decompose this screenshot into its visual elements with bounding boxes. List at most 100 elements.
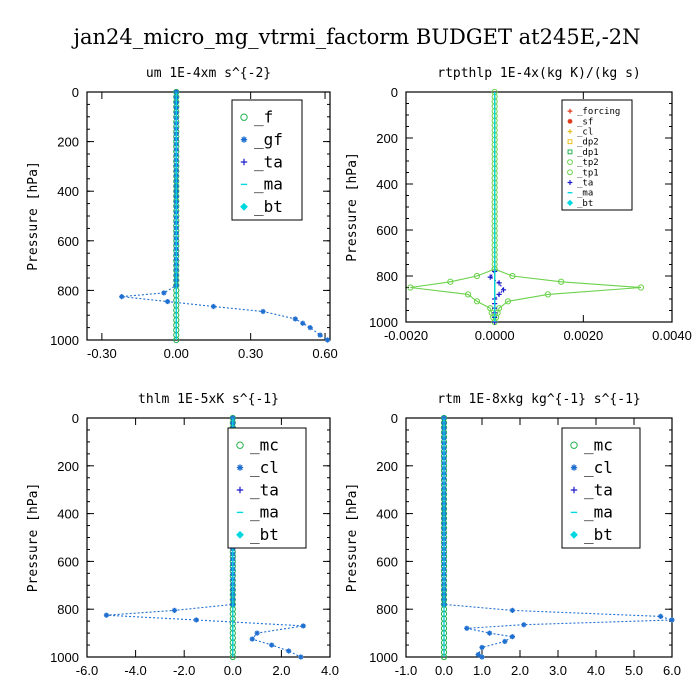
y-tick-label: 200 xyxy=(57,135,79,150)
x-tick-label: 2.0 xyxy=(511,663,529,678)
data-point xyxy=(236,464,244,471)
y-tick-label: 200 xyxy=(57,459,79,474)
series-tp2 xyxy=(407,88,498,326)
legend-label: _ta xyxy=(254,152,283,171)
legend-label: _sf xyxy=(577,117,593,127)
data-point xyxy=(502,638,508,645)
x-tick-label: 4.0 xyxy=(587,663,605,678)
legend-label: _bt xyxy=(577,199,593,209)
data-point xyxy=(570,464,578,471)
data-point xyxy=(119,294,125,300)
y-axis-label: Pressure [hPa] xyxy=(26,483,41,593)
data-point xyxy=(487,274,493,280)
legend-label: _cl xyxy=(584,458,613,477)
data-point xyxy=(193,617,199,623)
legend-label: _cl xyxy=(577,127,593,137)
data-point xyxy=(567,159,573,166)
legend-label: _tp2 xyxy=(577,158,599,168)
x-tick-label: 0.0 xyxy=(435,663,453,678)
y-tick-label: 600 xyxy=(376,223,398,238)
data-point xyxy=(567,108,573,114)
data-point xyxy=(500,287,507,293)
data-point xyxy=(249,636,255,642)
data-point xyxy=(164,298,171,305)
series-line xyxy=(121,92,328,341)
x-tick-label: -0.0020 xyxy=(384,328,428,343)
x-tick-label: 0.30 xyxy=(238,346,263,361)
legend-label: _ta xyxy=(584,480,613,499)
panel-title: thlm 1E-5xK s^{-1} xyxy=(138,392,279,407)
y-tick-label: 1000 xyxy=(369,650,398,665)
legend-label: _ma xyxy=(584,503,613,522)
data-point xyxy=(658,613,664,619)
data-point xyxy=(567,129,573,134)
data-point xyxy=(473,272,481,280)
data-point xyxy=(317,332,323,338)
legend: _mc _cl _ta _ma _bt xyxy=(561,427,641,549)
y-tick-label: 600 xyxy=(376,554,398,569)
legend-label: _forcing xyxy=(577,107,620,117)
x-tick-label: 1.0 xyxy=(473,663,491,678)
x-tick-label: 6.0 xyxy=(663,663,681,678)
x-tick-label: -1.0 xyxy=(395,663,417,678)
y-tick-label: 1000 xyxy=(50,333,79,348)
legend-box xyxy=(561,99,633,211)
data-point xyxy=(521,622,527,628)
data-point xyxy=(236,530,244,539)
legend-label: _ma xyxy=(254,175,283,194)
y-tick-label: 400 xyxy=(57,507,79,522)
legend-label: _ta xyxy=(250,480,279,499)
data-point xyxy=(509,272,516,280)
legend-label: _f xyxy=(254,107,273,126)
panel-title: um 1E-4xm s^{-2} xyxy=(146,66,271,81)
data-point xyxy=(487,630,493,636)
data-point xyxy=(210,303,217,310)
data-point xyxy=(407,284,414,291)
y-tick-label: 400 xyxy=(376,177,398,192)
legend-label: _bt xyxy=(254,197,283,216)
x-tick-label: -4.0 xyxy=(124,663,146,678)
data-point xyxy=(567,139,573,145)
y-tick-label: 0 xyxy=(391,85,398,100)
y-tick-label: 1000 xyxy=(50,650,79,665)
legend-label: _gf xyxy=(254,130,283,149)
y-tick-label: 600 xyxy=(57,234,79,249)
legend: _forcing_sf_cl_dp2_dp1_tp2_tp1_ta_ma_bt xyxy=(561,99,633,211)
data-point xyxy=(464,625,470,631)
series-line xyxy=(106,418,304,658)
data-point xyxy=(567,180,573,185)
series-line xyxy=(410,92,496,323)
data-point xyxy=(300,320,306,326)
y-tick-label: 200 xyxy=(376,459,398,474)
data-point xyxy=(236,486,244,494)
data-point xyxy=(570,441,578,449)
x-tick-label: 0.0 xyxy=(224,663,242,678)
legend-label: _bt xyxy=(584,525,613,544)
panel-title: rtpthlp 1E-4x(kg K)/(kg s) xyxy=(437,66,641,81)
data-point xyxy=(161,290,167,296)
data-point xyxy=(479,654,485,660)
data-point xyxy=(496,291,502,297)
y-tick-label: 0 xyxy=(72,85,79,100)
chart-panel-2: rtpthlp 1E-4x(kg K)/(kg s) Pressure [hPa]… xyxy=(345,66,692,343)
legend-label: _ma xyxy=(250,503,279,522)
y-tick-label: 1000 xyxy=(369,315,398,330)
data-point xyxy=(570,530,578,539)
y-tick-label: 800 xyxy=(57,602,79,617)
legend-label: _mc xyxy=(584,435,613,454)
data-point xyxy=(240,136,248,143)
y-tick-label: 800 xyxy=(376,269,398,284)
data-point xyxy=(567,149,573,155)
data-point xyxy=(567,118,573,124)
data-point xyxy=(292,316,298,322)
data-point xyxy=(558,278,565,285)
x-tick-label: 0.0000 xyxy=(475,328,515,343)
data-point xyxy=(269,642,275,648)
data-point xyxy=(236,441,244,449)
chart-panel-4: rtm 1E-8xkg kg^{-1} s^{-1} Pressure [hPa]… xyxy=(345,392,681,678)
data-point xyxy=(669,617,675,623)
data-point xyxy=(447,278,454,285)
series-line xyxy=(489,271,505,322)
y-axis-label: Pressure [hPa] xyxy=(345,483,360,593)
